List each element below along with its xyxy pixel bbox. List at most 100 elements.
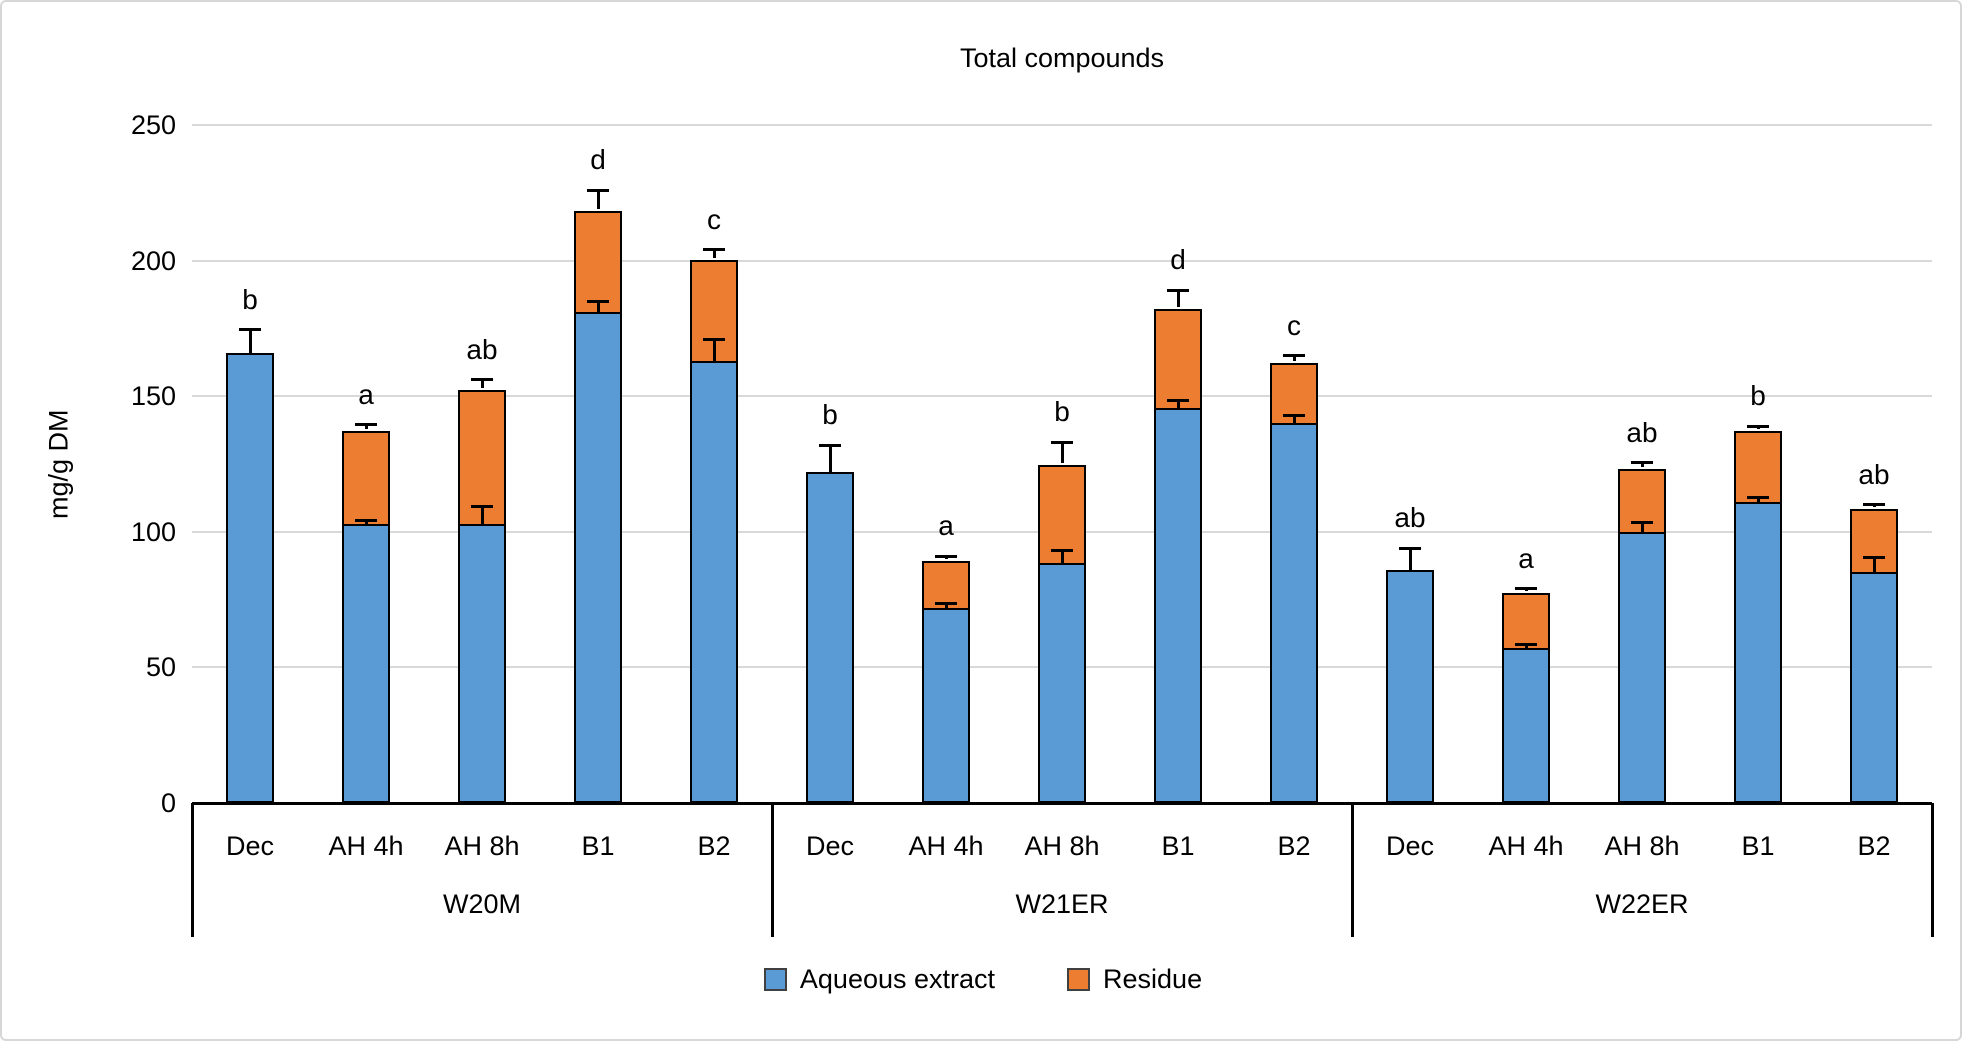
error-cap-W20M-AH 8h-aqueous xyxy=(471,504,493,508)
error-bar-W21ER-B2-residue xyxy=(1292,355,1296,361)
error-bar-W22ER-B2-aqueous xyxy=(1872,557,1876,573)
error-bar-W21ER-Dec-aqueous xyxy=(828,445,832,473)
sig-letter-W20M-AH 8h: ab xyxy=(466,333,498,365)
error-cap-W20M-B1-aqueous xyxy=(587,299,609,303)
error-cap-W22ER-Dec-aqueous xyxy=(1399,546,1421,550)
error-cap-W22ER-AH 4h-residue xyxy=(1515,587,1537,591)
x-label-W20M-AH 8h: AH 8h xyxy=(444,831,520,861)
sig-letter-W21ER-B2: c xyxy=(1287,309,1301,341)
bar-W21ER-B1-aqueous-extract xyxy=(1154,408,1202,803)
error-cap-W22ER-AH 8h-aqueous xyxy=(1631,520,1653,524)
bar-W20M-Dec-aqueous-extract xyxy=(226,352,274,803)
error-bar-W22ER-AH 4h-aqueous xyxy=(1524,644,1528,649)
x-label-W20M-B2: B2 xyxy=(697,831,731,861)
legend-label-residue: Residue xyxy=(1103,964,1203,994)
group-label-W21ER: W21ER xyxy=(1015,889,1109,919)
bar-W20M-B2-aqueous-extract xyxy=(690,360,738,803)
bar-W22ER-AH 8h-aqueous-extract xyxy=(1618,531,1666,803)
bar-W22ER-AH 4h-residue xyxy=(1502,593,1550,651)
x-label-W21ER-AH 4h: AH 4h xyxy=(908,831,984,861)
x-label-W22ER-B1: B1 xyxy=(1741,831,1775,861)
error-cap-W20M-B2-residue xyxy=(703,248,725,252)
error-bar-W21ER-AH 8h-residue xyxy=(1060,442,1064,463)
legend-swatch-aqueous-extract xyxy=(763,968,787,991)
bar-W22ER-B1-aqueous-extract xyxy=(1734,501,1782,803)
x-label-W22ER-AH 8h: AH 8h xyxy=(1604,831,1680,861)
error-bar-W20M-B2-residue xyxy=(712,249,716,258)
error-cap-W21ER-B1-aqueous xyxy=(1167,398,1189,402)
bar-W21ER-Dec-aqueous-extract xyxy=(806,472,854,803)
bar-W22ER-AH 4h-aqueous-extract xyxy=(1502,648,1550,803)
x-label-W22ER-AH 4h: AH 4h xyxy=(1488,831,1564,861)
sig-letter-W22ER-AH 8h: ab xyxy=(1626,416,1658,448)
legend-item-residue: Residue xyxy=(1067,964,1202,995)
x-label-W21ER-Dec: Dec xyxy=(805,831,854,861)
error-bar-W20M-B1-residue xyxy=(596,190,600,210)
error-bar-W21ER-AH 8h-aqueous xyxy=(1060,550,1064,563)
error-cap-W22ER-B1-aqueous xyxy=(1747,496,1769,500)
legend: Aqueous extract Residue xyxy=(2,964,1960,995)
error-bar-W20M-AH 8h-aqueous xyxy=(480,506,484,524)
error-cap-W22ER-B2-aqueous xyxy=(1863,556,1885,560)
error-bar-W21ER-AH 4h-aqueous xyxy=(944,603,948,608)
sig-letter-W22ER-AH 4h: a xyxy=(1518,542,1534,574)
bar-W21ER-AH 8h-residue xyxy=(1038,464,1086,565)
x-label-W20M-B1: B1 xyxy=(581,831,615,861)
bar-W20M-AH 4h-residue xyxy=(342,430,390,526)
error-bar-W20M-AH 8h-residue xyxy=(480,379,484,389)
bar-W20M-AH 4h-aqueous-extract xyxy=(342,523,390,803)
error-cap-W22ER-B1-residue xyxy=(1747,424,1769,428)
bar-W22ER-B1-residue xyxy=(1734,430,1782,504)
sig-letter-W21ER-AH 4h: a xyxy=(938,510,954,542)
error-bar-W22ER-Dec-aqueous xyxy=(1408,548,1412,570)
bar-W21ER-B2-aqueous-extract xyxy=(1270,423,1318,803)
gridline-250 xyxy=(192,124,1932,126)
bar-W20M-AH 8h-residue xyxy=(458,390,506,526)
error-bar-W21ER-B1-aqueous xyxy=(1176,400,1180,409)
legend-swatch-residue xyxy=(1067,968,1091,991)
x-label-W20M-AH 4h: AH 4h xyxy=(328,831,404,861)
sig-letter-W20M-B1: d xyxy=(590,144,606,176)
error-cap-W22ER-B2-residue xyxy=(1863,503,1885,507)
sig-letter-W22ER-B1: b xyxy=(1750,380,1766,412)
error-bar-W20M-AH 4h-residue xyxy=(364,424,368,429)
bar-W22ER-B2-aqueous-extract xyxy=(1850,572,1898,803)
error-bar-W21ER-B1-residue xyxy=(1176,290,1180,307)
error-cap-W20M-B2-aqueous xyxy=(703,337,725,341)
error-cap-W21ER-AH 8h-aqueous xyxy=(1051,549,1073,553)
group-divider-2 xyxy=(1351,803,1354,937)
error-cap-W21ER-AH 4h-aqueous xyxy=(935,602,957,606)
error-cap-W20M-AH 8h-residue xyxy=(471,378,493,382)
x-axis-line xyxy=(192,801,1932,805)
error-bar-W22ER-AH 8h-residue xyxy=(1640,462,1644,467)
group-label-W20M: W20M xyxy=(442,889,521,919)
sig-letter-W20M-Dec: b xyxy=(242,283,258,315)
y-tick-label-100: 100 xyxy=(130,516,176,547)
error-cap-W20M-Dec-aqueous xyxy=(239,328,261,332)
error-cap-W21ER-AH 8h-residue xyxy=(1051,440,1073,444)
bar-W21ER-AH 4h-residue xyxy=(922,560,970,610)
bar-W21ER-AH 4h-aqueous-extract xyxy=(922,607,970,803)
error-cap-W20M-AH 4h-residue xyxy=(355,423,377,427)
error-cap-W21ER-B2-residue xyxy=(1283,354,1305,358)
bar-W20M-B1-aqueous-extract xyxy=(574,312,622,803)
legend-item-aqueous-extract: Aqueous extract xyxy=(763,964,995,995)
x-label-W21ER-B2: B2 xyxy=(1277,831,1311,861)
bar-W20M-AH 8h-aqueous-extract xyxy=(458,523,506,803)
y-tick-label-150: 150 xyxy=(130,381,176,412)
gridline-200 xyxy=(192,259,1932,262)
error-cap-W22ER-AH 4h-aqueous xyxy=(1515,642,1537,646)
error-cap-W22ER-AH 8h-residue xyxy=(1631,461,1653,465)
x-label-W21ER-B1: B1 xyxy=(1161,831,1195,861)
sig-letter-W21ER-AH 8h: b xyxy=(1054,396,1070,428)
error-cap-W21ER-Dec-aqueous xyxy=(819,443,841,447)
gridline-150 xyxy=(192,395,1932,398)
group-label-W22ER: W22ER xyxy=(1595,889,1689,919)
x-label-W21ER-AH 8h: AH 8h xyxy=(1024,831,1100,861)
y-tick-label-200: 200 xyxy=(130,245,176,276)
error-bar-W20M-B1-aqueous xyxy=(596,301,600,313)
x-label-W22ER-Dec: Dec xyxy=(1385,831,1434,861)
error-bar-W20M-B2-aqueous xyxy=(712,339,716,361)
sig-letter-W22ER-B2: ab xyxy=(1858,458,1890,490)
